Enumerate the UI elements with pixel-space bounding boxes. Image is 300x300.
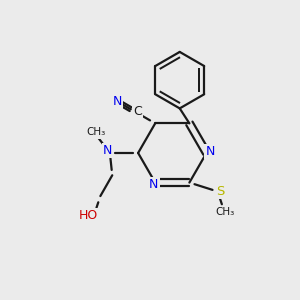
Text: CH₃: CH₃ [215,207,234,217]
Text: CH₃: CH₃ [86,128,106,137]
Text: N: N [149,178,158,191]
Text: N: N [103,144,112,157]
Text: C: C [134,105,142,118]
Text: HO: HO [78,209,98,222]
Text: N: N [113,95,122,108]
Text: S: S [216,185,224,198]
Text: N: N [206,145,215,158]
